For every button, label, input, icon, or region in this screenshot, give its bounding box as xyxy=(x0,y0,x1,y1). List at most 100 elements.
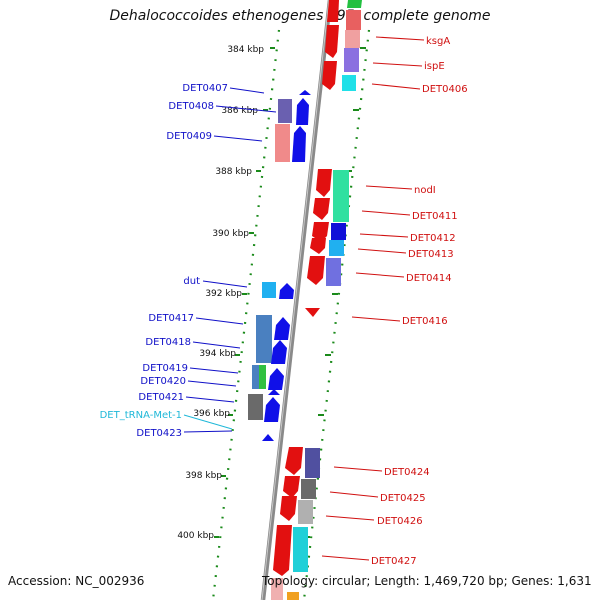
gene-arrow xyxy=(305,308,320,317)
leader-line xyxy=(183,430,233,433)
scale-label: 396 kbp xyxy=(193,409,230,419)
gene-arrow xyxy=(285,447,303,475)
genome-backbone xyxy=(260,0,333,600)
gene-arrow xyxy=(273,525,292,576)
gene-box xyxy=(293,527,308,572)
scale-label: 398 kbp xyxy=(185,471,222,481)
leader-line xyxy=(185,396,235,403)
gene-box xyxy=(342,75,356,91)
gene-arrow xyxy=(310,238,326,254)
leader-line xyxy=(183,414,233,430)
leader-line xyxy=(215,105,277,113)
gene-label-reverse[interactable]: DET0424 xyxy=(384,467,430,478)
gene-label-forward[interactable]: DET0419 xyxy=(142,363,188,374)
gene-box xyxy=(259,365,266,389)
gene-arrow xyxy=(296,98,309,125)
scale-label: 388 kbp xyxy=(215,167,252,177)
leader-line xyxy=(357,248,407,254)
gene-box xyxy=(301,479,316,499)
leader-line xyxy=(325,515,375,521)
gene-label-reverse[interactable]: ksgA xyxy=(426,36,450,47)
gene-label-forward[interactable]: DET0423 xyxy=(136,428,182,439)
gene-label-forward[interactable]: DET0409 xyxy=(166,131,212,142)
gene-box xyxy=(345,30,360,48)
gene-arrow xyxy=(279,283,294,299)
gene-arrow xyxy=(316,169,332,197)
gene-arrow xyxy=(322,61,337,90)
gene-label-forward[interactable]: DET0408 xyxy=(168,101,214,112)
leader-line xyxy=(329,491,379,498)
gene-box xyxy=(298,500,313,524)
leader-line xyxy=(359,233,409,238)
leader-line xyxy=(361,210,411,216)
scale-label: 384 kbp xyxy=(227,45,264,55)
accession-text: Accession: NC_002936 xyxy=(8,574,145,588)
gene-label-reverse[interactable]: DET0426 xyxy=(377,516,423,527)
leader-line xyxy=(213,135,263,142)
gene-arrow xyxy=(264,397,280,422)
gene-box xyxy=(305,448,320,478)
leader-line xyxy=(192,341,241,349)
gene-label-forward[interactable]: dut xyxy=(183,276,200,287)
gene-box xyxy=(344,48,359,72)
gene-label-reverse[interactable]: DET0413 xyxy=(408,249,454,260)
backbone-highlight xyxy=(261,0,330,600)
gene-arrow xyxy=(283,476,300,498)
scale-label: 390 kbp xyxy=(212,229,249,239)
gene-label-reverse[interactable]: DET0411 xyxy=(412,211,458,222)
leader-line xyxy=(355,272,405,278)
scale-label: 392 kbp xyxy=(205,289,242,299)
leader-line xyxy=(321,555,370,561)
gene-label-reverse[interactable]: DET0414 xyxy=(406,273,452,284)
leader-line xyxy=(351,316,401,322)
gene-label-reverse[interactable]: DET0427 xyxy=(371,556,417,567)
topology-text: Topology: circular; Length: 1,469,720 bp… xyxy=(262,574,592,588)
gene-box xyxy=(287,592,299,600)
gene-box xyxy=(248,394,263,420)
gene-arrow xyxy=(312,222,329,242)
gene-label-reverse[interactable]: DET0416 xyxy=(402,316,448,327)
scale-label: 394 kbp xyxy=(199,349,236,359)
left-major-ticks xyxy=(214,47,275,538)
gene-box xyxy=(252,365,260,389)
gene-arrow xyxy=(271,340,287,364)
gene-label-reverse[interactable]: ispE xyxy=(424,61,445,72)
gene-arrow xyxy=(262,434,274,441)
gene-label-forward[interactable]: DET0420 xyxy=(140,376,186,387)
gene-arrow xyxy=(325,25,339,58)
gene-arrow xyxy=(313,198,330,220)
gene-label-forward[interactable]: DET0418 xyxy=(145,337,191,348)
gene-arrow xyxy=(268,389,280,395)
gene-arrow xyxy=(327,0,339,22)
gene-label-forward[interactable]: DET0421 xyxy=(138,392,184,403)
gene-box xyxy=(256,315,272,363)
leader-line xyxy=(371,83,421,90)
gene-box xyxy=(331,223,346,240)
gene-arrow xyxy=(268,368,284,390)
leader-line xyxy=(365,185,413,190)
gene-label-reverse[interactable]: DET0406 xyxy=(422,84,468,95)
gene-arrow xyxy=(347,0,362,8)
gene-box xyxy=(329,240,344,256)
leader-line xyxy=(333,466,383,472)
gene-label-forward[interactable]: DET0407 xyxy=(182,83,228,94)
map-title: Dehalococcoides ethenogenes 195, complet… xyxy=(109,8,491,24)
gene-arrow xyxy=(307,256,325,285)
gene-label-trna[interactable]: DET_tRNA-Met-1 xyxy=(100,410,182,421)
gene-arrow xyxy=(274,317,290,340)
gene-box xyxy=(346,10,361,30)
gene-label-reverse[interactable]: nodI xyxy=(414,185,436,196)
reverse-strand-genes xyxy=(271,0,362,600)
gene-box xyxy=(278,99,292,123)
gene-arrow xyxy=(280,496,297,521)
scale-label: 400 kbp xyxy=(177,531,214,541)
gene-box xyxy=(333,170,349,222)
gene-box xyxy=(271,578,283,600)
gene-label-reverse[interactable]: DET0412 xyxy=(410,233,456,244)
leader-line xyxy=(189,367,239,374)
leader-line xyxy=(202,280,248,288)
gene-box xyxy=(326,258,341,286)
leader-line xyxy=(187,380,237,387)
gene-label-forward[interactable]: DET0417 xyxy=(148,313,194,324)
gene-label-reverse[interactable]: DET0425 xyxy=(380,493,426,504)
